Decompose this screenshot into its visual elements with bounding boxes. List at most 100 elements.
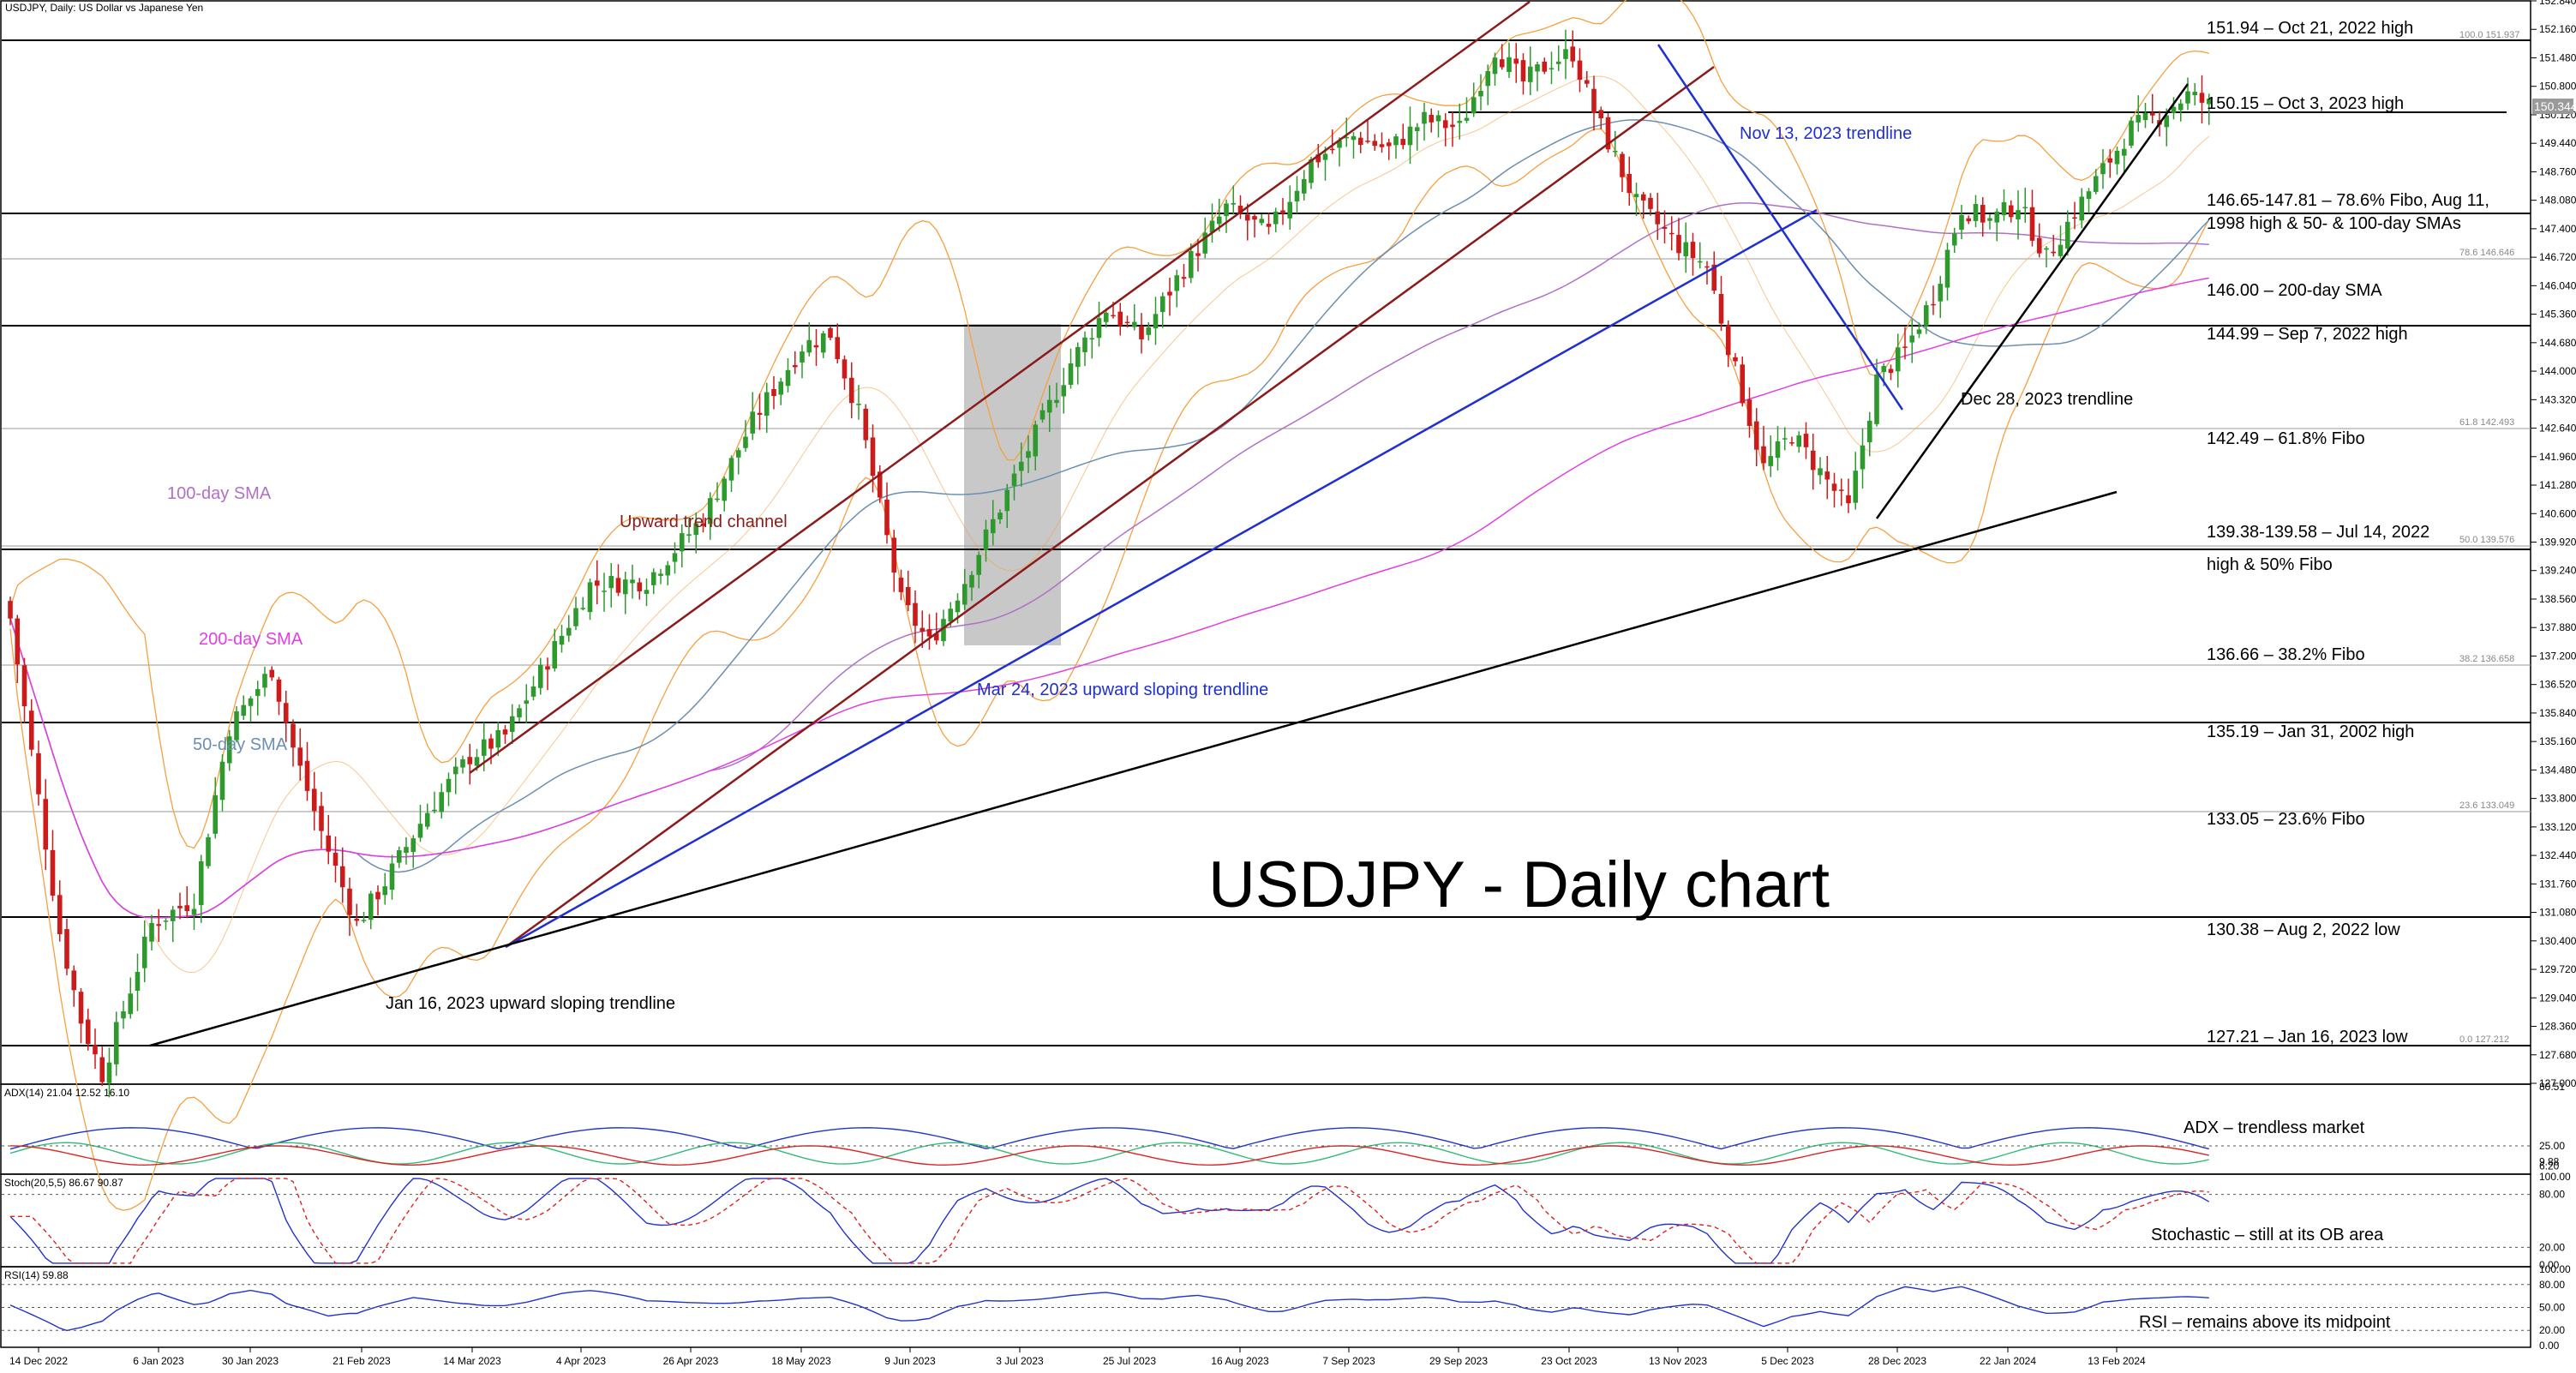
candle	[1471, 82, 1477, 117]
candle	[15, 615, 21, 683]
candle	[311, 771, 317, 830]
candle-body	[1124, 321, 1130, 324]
dec28-trendline	[1875, 83, 2190, 519]
candle	[262, 666, 267, 697]
candle	[1796, 431, 1802, 453]
price-tick-label: 137.880	[2539, 621, 2576, 633]
rsi-tick-label: 100.00	[2539, 1263, 2571, 1275]
candle	[106, 1047, 112, 1098]
candle-body	[509, 716, 515, 732]
candle	[1096, 301, 1102, 347]
candle-body	[735, 450, 741, 458]
candle	[21, 657, 27, 723]
candle-body	[198, 860, 204, 906]
candle-body	[1874, 374, 1879, 424]
candlesticks	[8, 29, 2212, 1098]
candle	[1725, 320, 1731, 368]
candle-body	[1980, 205, 1986, 223]
candle	[877, 465, 883, 503]
candle-body	[1315, 154, 1321, 163]
candle-body	[1344, 136, 1350, 139]
candle-body	[2016, 210, 2021, 219]
price-tick-label: 146.720	[2539, 251, 2576, 263]
date-tick-label: 25 Jul 2023	[1103, 1355, 1156, 1367]
candle	[990, 500, 996, 546]
candle-body	[1584, 80, 1590, 84]
level-labels: 151.94 – Oct 21, 2022 high 150.15 – Oct …	[2207, 19, 2489, 1046]
candle-body	[1407, 126, 1413, 146]
candle	[1810, 433, 1816, 490]
candle-body	[1725, 325, 1731, 356]
candle-body	[1535, 64, 1540, 72]
candle-body	[2136, 115, 2142, 123]
candle	[1951, 227, 1957, 254]
candle	[452, 757, 458, 794]
candle-body	[417, 824, 423, 838]
candle-body	[1174, 275, 1180, 291]
candle	[354, 903, 360, 926]
candle-body	[1309, 159, 1314, 183]
candle-body	[941, 619, 946, 642]
candle-body	[785, 369, 791, 387]
candle-body	[757, 412, 763, 416]
price-tick-label: 138.560	[2539, 593, 2576, 605]
candle	[404, 836, 409, 865]
candle	[339, 847, 345, 903]
candle	[1746, 387, 1752, 438]
candle-body	[488, 738, 494, 749]
date-tick-label: 14 Mar 2023	[443, 1355, 501, 1367]
candle-body	[1478, 90, 1483, 97]
candle-body	[71, 970, 77, 991]
candle-body	[1866, 420, 1872, 442]
candle	[1620, 151, 1625, 193]
candle	[1167, 277, 1172, 316]
candle-body	[1054, 399, 1059, 404]
candle-body	[1442, 120, 1448, 129]
price-tick-label: 135.840	[2539, 707, 2576, 719]
candle	[488, 734, 494, 764]
candle-body	[206, 836, 211, 866]
candle-body	[439, 792, 445, 812]
candle	[347, 878, 352, 936]
candle	[573, 597, 578, 631]
candle	[884, 483, 890, 544]
candle-body	[191, 908, 197, 915]
candle	[1139, 313, 1144, 354]
indicator-axes: 80.5125.009.886.20100.0080.0020.000.0010…	[2539, 1081, 2571, 1352]
candle-body	[1513, 58, 1519, 64]
candle-body	[1895, 347, 1901, 372]
candle-body	[1096, 318, 1102, 339]
candle-body	[537, 664, 543, 688]
candle	[389, 854, 395, 900]
candle	[905, 570, 911, 612]
candle	[226, 729, 232, 771]
candle-body	[1697, 261, 1703, 263]
mar24-trendline	[505, 208, 1818, 949]
candle	[1068, 348, 1074, 389]
candle	[2192, 82, 2198, 106]
candle	[43, 779, 49, 870]
price-tick-label: 150.800	[2539, 81, 2576, 93]
candle	[1464, 97, 1470, 123]
candle-body	[1266, 224, 1272, 227]
candle-body	[1139, 326, 1144, 339]
candle-body	[410, 838, 416, 852]
candle	[658, 568, 663, 585]
candle-body	[255, 689, 261, 696]
candle	[1640, 191, 1646, 219]
candle-body	[156, 924, 162, 926]
candle-body	[1959, 214, 1964, 231]
candle	[1527, 46, 1533, 96]
candle	[326, 814, 332, 865]
candle	[1131, 303, 1137, 331]
candle	[1365, 120, 1370, 144]
candle	[291, 719, 296, 767]
candle	[926, 614, 932, 651]
candle	[2044, 246, 2049, 268]
candle	[1549, 51, 1555, 85]
candle-body	[1039, 410, 1045, 420]
candle	[1209, 203, 1215, 243]
candle	[1046, 385, 1052, 433]
fibo-label: 61.8 142.493	[2459, 417, 2514, 428]
candle-body	[1555, 61, 1561, 64]
